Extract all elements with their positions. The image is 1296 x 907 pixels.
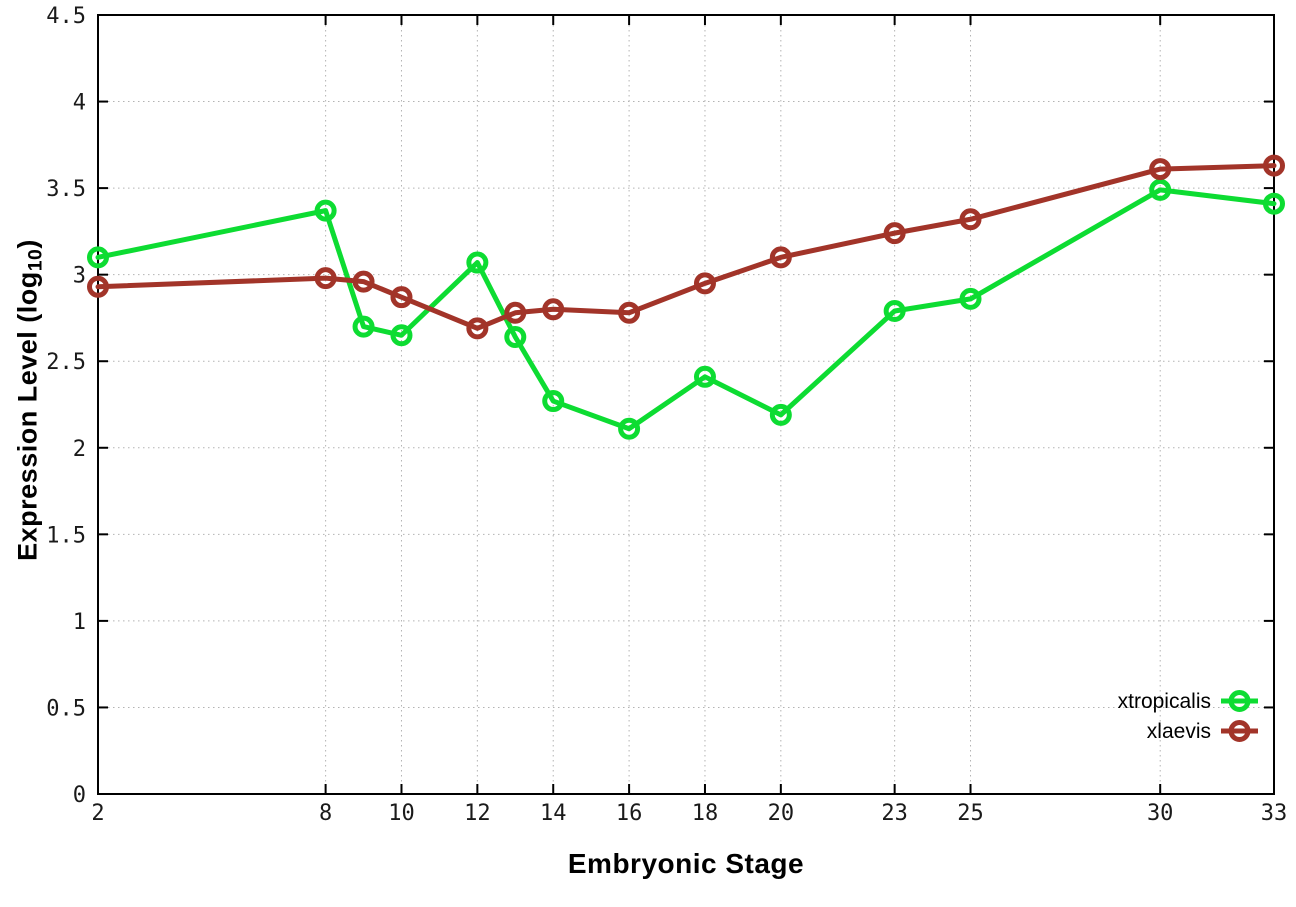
legend-item-xlaevis: xlaevis	[1147, 720, 1258, 743]
series-xtropicalis	[87, 178, 1285, 440]
data-point-xlaevis	[1263, 154, 1285, 177]
data-point-xlaevis	[352, 270, 375, 293]
x-tick-label: 33	[1261, 801, 1288, 826]
series-xlaevis	[87, 154, 1285, 340]
data-point-xtropicalis	[883, 300, 906, 323]
x-tick-label: 12	[464, 801, 491, 826]
x-tick-label: 16	[616, 801, 643, 826]
data-point-xtropicalis	[1149, 178, 1172, 201]
gridlines	[98, 15, 1274, 794]
x-tick-label: 14	[540, 801, 567, 826]
data-point-xlaevis	[769, 246, 792, 269]
series-line-xtropicalis	[95, 187, 1277, 432]
data-point-xlaevis	[466, 317, 489, 340]
data-point-xlaevis	[693, 272, 716, 295]
y-axis-title: Expression Level (log10)	[13, 239, 48, 561]
x-axis-title: Embryonic Stage	[567, 848, 805, 879]
data-point-xlaevis	[390, 286, 413, 309]
data-point-xlaevis	[959, 208, 982, 231]
data-point-xtropicalis	[1263, 192, 1285, 215]
data-point-xlaevis	[542, 298, 565, 321]
y-axis-title-text: Expression Level (log	[12, 271, 43, 561]
data-point-xtropicalis	[504, 325, 527, 348]
x-tick-label: 23	[881, 801, 908, 826]
data-point-xtropicalis	[87, 246, 109, 269]
x-tick-label: 30	[1147, 801, 1174, 826]
y-tick-label: 0	[73, 783, 86, 808]
tick-labels: 2 8 10 12 14 16 18 20 23 25 30 33 0 0.5 1 1.5 2 2.5 3 3.5 4 4…	[46, 4, 1287, 826]
y-tick-label: 2	[73, 437, 86, 462]
data-point-xtropicalis	[769, 403, 792, 426]
data-point-xlaevis	[504, 301, 527, 324]
y-tick-label: 2.5	[46, 350, 86, 375]
y-tick-label: 4.5	[46, 4, 86, 29]
data-point-xtropicalis	[314, 199, 337, 222]
x-tick-label: 2	[91, 801, 104, 826]
data-point-xtropicalis	[959, 287, 982, 310]
data-point-xtropicalis	[352, 315, 375, 338]
y-tick-label: 0.5	[46, 696, 86, 721]
legend-marker-xlaevis	[1228, 720, 1251, 742]
data-point-xtropicalis	[693, 365, 716, 388]
data-point-xtropicalis	[390, 324, 413, 347]
y-tick-label: 4	[73, 91, 86, 116]
y-tick-label: 3	[73, 264, 86, 289]
legend-item-xtropicalis: xtropicalis	[1118, 690, 1258, 713]
data-point-xlaevis	[618, 301, 641, 324]
series-line-xlaevis	[95, 163, 1277, 331]
x-tick-label: 25	[957, 801, 984, 826]
legend: xtropicalis xlaevis	[1118, 690, 1258, 743]
data-point-xlaevis	[1149, 158, 1172, 181]
y-tick-label: 1.5	[46, 523, 86, 548]
x-tick-label: 8	[319, 801, 332, 826]
data-point-xtropicalis	[466, 251, 489, 274]
x-tick-label: 20	[768, 801, 795, 826]
legend-marker-xtropicalis	[1228, 690, 1251, 712]
y-tick-label: 3.5	[46, 177, 86, 202]
x-tick-label: 18	[692, 801, 719, 826]
data-point-xlaevis	[883, 222, 906, 245]
data-point-xlaevis	[314, 267, 337, 290]
data-point-xtropicalis	[618, 417, 641, 440]
y-axis-title-subscript: 10	[24, 248, 47, 272]
plot-border	[97, 14, 1275, 795]
tick-marks	[97, 14, 1275, 795]
y-tick-label: 1	[73, 610, 86, 635]
legend-label-xlaevis: xlaevis	[1147, 720, 1211, 743]
data-point-xlaevis	[87, 275, 109, 298]
x-tick-label: 10	[388, 801, 415, 826]
y-axis-title-suffix: )	[12, 239, 43, 249]
data-point-xtropicalis	[542, 390, 565, 413]
legend-label-xtropicalis: xtropicalis	[1118, 690, 1211, 713]
